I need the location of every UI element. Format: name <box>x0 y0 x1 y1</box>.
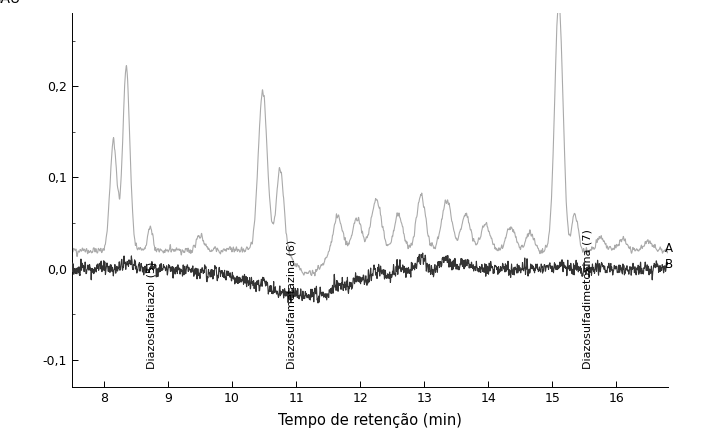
Text: Diazosulfametazina (6): Diazosulfametazina (6) <box>286 240 297 369</box>
Text: Diazosulfatiazol (5): Diazosulfatiazol (5) <box>147 262 157 369</box>
Text: mAU: mAU <box>0 0 21 6</box>
Text: B: B <box>665 257 673 271</box>
X-axis label: Tempo de retenção (min): Tempo de retenção (min) <box>278 414 462 429</box>
Text: Diazosulfadimetoxina (7): Diazosulfadimetoxina (7) <box>582 229 592 369</box>
Text: A: A <box>665 242 673 255</box>
